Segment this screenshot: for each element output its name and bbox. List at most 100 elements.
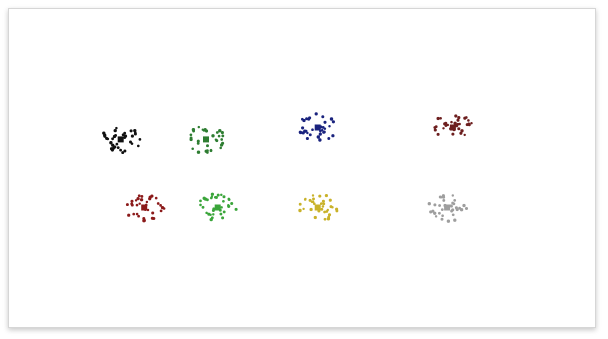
- cluster-8: [427, 194, 469, 223]
- scatter-point: [196, 142, 200, 145]
- scatter-point: [219, 212, 223, 216]
- scatter-point: [142, 219, 146, 223]
- scatter-point: [209, 149, 213, 153]
- scatter-point: [210, 192, 215, 196]
- scatter-point: [321, 115, 325, 119]
- scatter-point: [111, 137, 114, 141]
- scatter-point: [138, 138, 142, 141]
- scatter-point: [318, 138, 322, 142]
- scatter-point: [123, 149, 127, 153]
- scatter-point: [458, 206, 462, 210]
- scatter-point: [442, 195, 446, 199]
- scatter-point: [211, 134, 215, 138]
- scatter-point: [312, 197, 315, 201]
- scatter-point: [215, 139, 219, 143]
- scatter-point: [206, 144, 209, 148]
- scatter-point: [135, 203, 139, 207]
- scatter-point: [220, 138, 224, 141]
- scatter-point: [214, 195, 218, 200]
- scatter-point: [318, 194, 322, 198]
- scatter-point: [304, 129, 308, 133]
- scatter-point: [202, 196, 206, 200]
- scatter-point: [129, 129, 133, 133]
- scatter-point: [436, 132, 440, 136]
- scatter-point: [434, 215, 438, 218]
- scatter-point: [451, 213, 455, 217]
- scatter-point: [457, 116, 461, 120]
- scatter-point: [127, 213, 131, 217]
- scatter-point: [220, 131, 224, 135]
- cluster-centroid: [141, 204, 148, 211]
- scatter-point: [434, 125, 438, 129]
- scatter-point: [134, 199, 138, 202]
- scatter-point: [130, 199, 134, 203]
- scatter-point: [331, 134, 335, 138]
- scatter-point: [463, 133, 466, 137]
- scatter-point: [470, 121, 473, 125]
- scatter-point: [460, 129, 464, 133]
- scatter-point: [109, 141, 113, 145]
- cluster-3: [298, 112, 335, 142]
- scatter-point: [453, 218, 457, 222]
- scatter-point: [199, 199, 202, 203]
- scatter-point: [130, 202, 134, 206]
- scatter-point: [306, 131, 309, 135]
- scatter-point: [327, 213, 332, 217]
- chart-frame: [8, 8, 596, 328]
- scatter-point: [137, 194, 141, 198]
- scatter-point: [212, 207, 216, 211]
- scatter-point: [136, 196, 140, 201]
- scatter-point: [219, 146, 222, 150]
- scatter-point: [130, 134, 134, 138]
- scatter-point: [113, 145, 117, 149]
- scatter-point: [113, 128, 117, 133]
- scatter-point: [456, 118, 460, 122]
- scatter-point: [314, 112, 318, 116]
- scatter-point: [202, 129, 206, 132]
- scatter-point: [132, 212, 136, 216]
- scatter-point: [305, 117, 309, 121]
- scatter-point: [465, 123, 469, 127]
- scatter-point: [310, 200, 314, 204]
- scatter-point: [105, 136, 109, 140]
- scatter-point: [135, 212, 139, 216]
- scatter-point: [313, 215, 317, 220]
- scatter-point: [427, 202, 431, 206]
- cluster-1: [102, 126, 142, 155]
- scatter-point: [442, 198, 446, 202]
- scatter-point: [145, 200, 149, 204]
- scatter-point: [139, 198, 144, 202]
- scatter-point: [123, 134, 128, 138]
- scatter-point: [441, 214, 444, 217]
- scatter-point: [210, 216, 214, 220]
- scatter-point: [325, 210, 329, 213]
- scatter-point: [298, 130, 302, 134]
- scatter-point: [438, 195, 442, 199]
- cluster-centroid: [117, 136, 124, 143]
- scatter-point: [302, 207, 305, 211]
- scatter-point: [112, 134, 117, 139]
- scatter-point: [125, 203, 129, 207]
- scatter-point: [464, 116, 468, 119]
- scatter-point: [205, 211, 208, 215]
- scatter-point: [458, 122, 461, 126]
- cluster-centroid: [314, 124, 321, 131]
- scatter-point: [329, 117, 334, 121]
- scatter-point: [451, 208, 455, 212]
- scatter-point: [440, 208, 444, 211]
- scatter-point: [137, 214, 140, 218]
- scatter-point: [453, 199, 457, 202]
- scatter-point: [103, 133, 107, 137]
- scatter-point: [115, 142, 119, 146]
- scatter-point: [444, 121, 448, 125]
- scatter-point: [440, 217, 444, 221]
- scatter-point: [453, 121, 457, 125]
- cluster-2: [189, 125, 225, 154]
- scatter-point: [331, 120, 335, 124]
- scatter-point: [323, 120, 327, 124]
- scatter-point: [119, 148, 122, 152]
- scatter-point: [218, 129, 222, 133]
- scatter-point: [462, 203, 466, 208]
- cluster-centroid: [444, 204, 451, 211]
- scatter-point: [216, 193, 220, 197]
